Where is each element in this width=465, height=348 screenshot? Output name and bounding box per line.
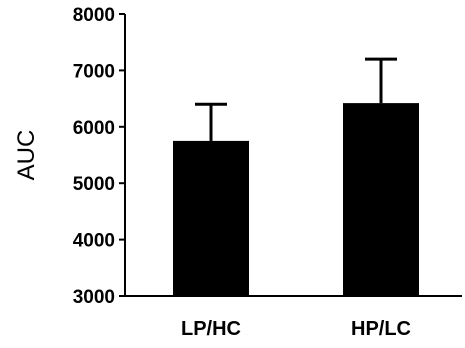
- x-category-label: HP/LC: [351, 318, 411, 340]
- error-bars: [195, 57, 397, 141]
- y-axis-title: AUC: [13, 130, 40, 181]
- x-axis-labels: LP/HC HP/LC: [181, 318, 411, 340]
- y-tick-label: 7000: [73, 61, 115, 82]
- y-tick-label: 3000: [73, 287, 115, 308]
- bar-lp-hc: [173, 140, 249, 296]
- y-tick-label: 6000: [73, 118, 115, 139]
- y-tick-label: 5000: [73, 174, 115, 195]
- bars: [173, 103, 419, 296]
- x-category-label: LP/HC: [181, 318, 241, 340]
- y-tick-label: 4000: [73, 231, 115, 252]
- y-tick-label: 8000: [73, 5, 115, 26]
- y-axis-ticks: 3000 4000 5000 6000 7000 8000: [73, 5, 125, 308]
- bar-hp-lc: [343, 103, 419, 296]
